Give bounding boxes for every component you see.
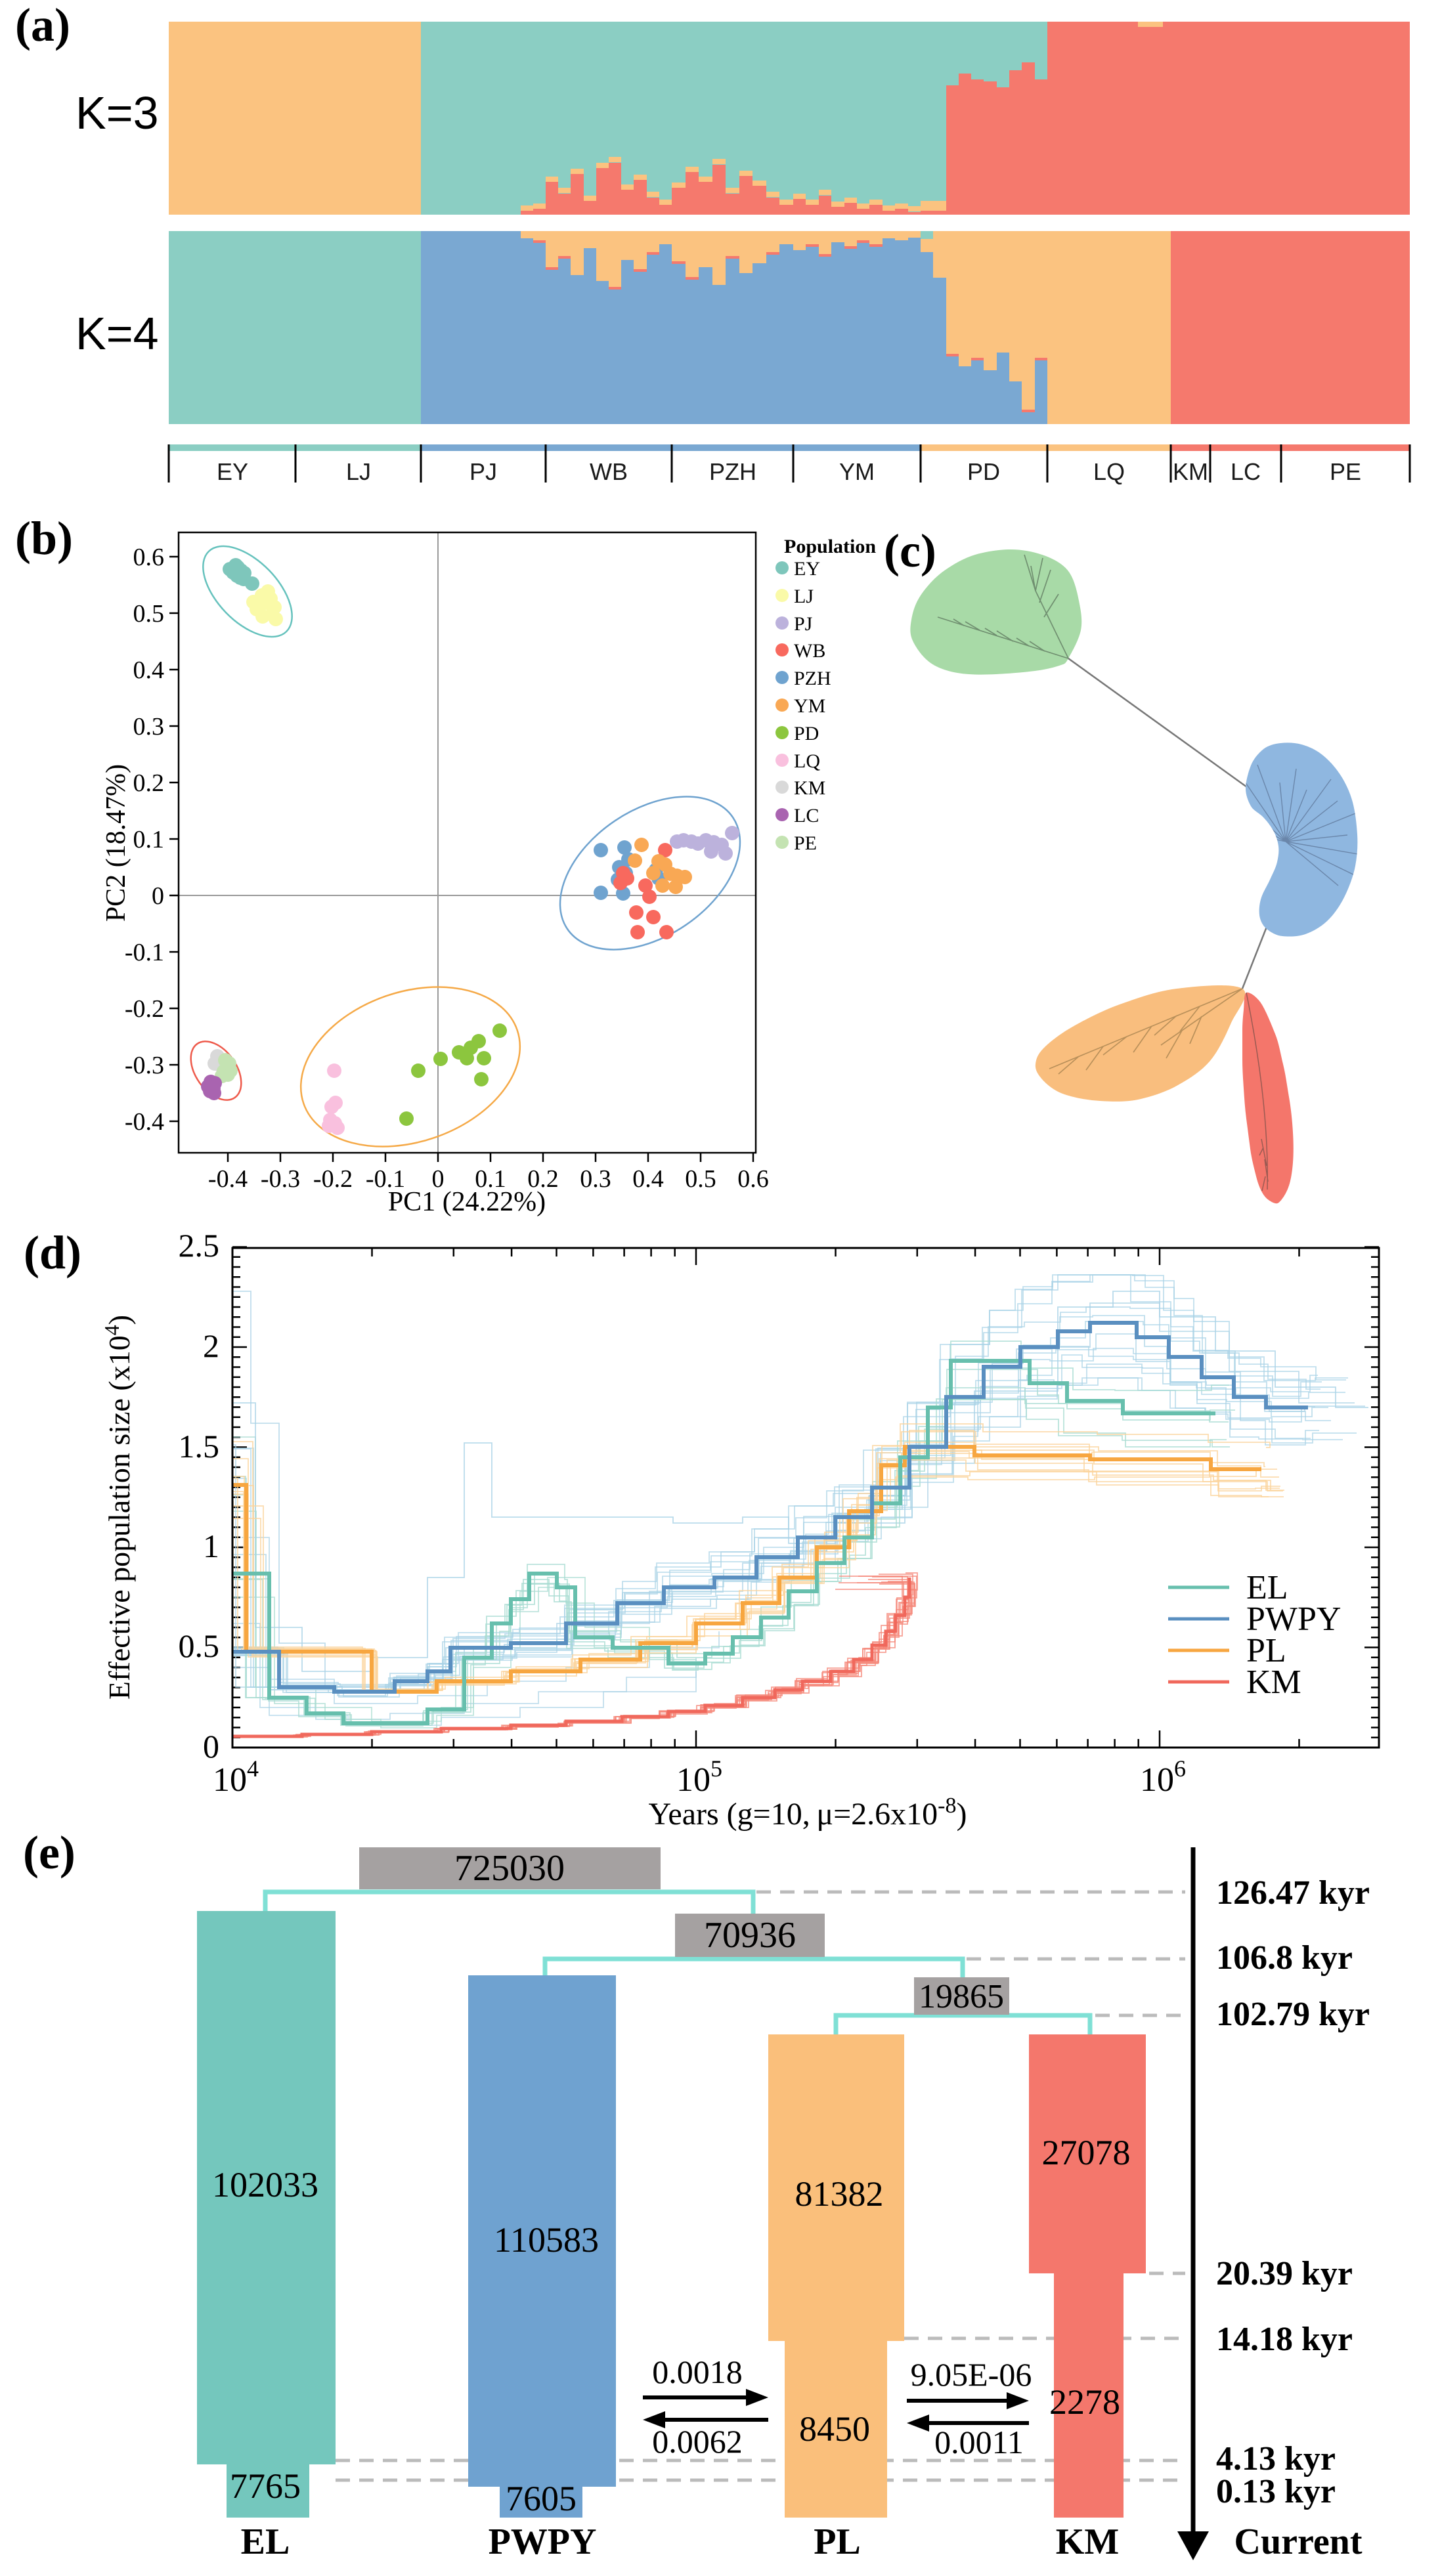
- svg-text:EY: EY: [217, 458, 248, 485]
- svg-text:0.5: 0.5: [179, 1627, 220, 1664]
- svg-text:2278: 2278: [1049, 2382, 1120, 2422]
- svg-text:PE: PE: [794, 832, 817, 854]
- svg-text:0.0062: 0.0062: [652, 2423, 743, 2460]
- svg-text:PC2 (18.47%): PC2 (18.47%): [101, 764, 131, 922]
- svg-text:KM: KM: [794, 777, 825, 799]
- svg-text:-0.3: -0.3: [261, 1165, 300, 1193]
- svg-text:14.18 kyr: 14.18 kyr: [1216, 2321, 1353, 2358]
- svg-text:-0.1: -0.1: [366, 1165, 405, 1193]
- svg-text:WB: WB: [590, 458, 628, 485]
- svg-text:8450: 8450: [799, 2409, 870, 2449]
- svg-text:YM: YM: [839, 458, 875, 485]
- svg-text:81382: 81382: [795, 2174, 884, 2214]
- svg-text:0.5: 0.5: [685, 1165, 716, 1193]
- svg-text:(c): (c): [884, 525, 936, 577]
- svg-text:19865: 19865: [919, 1978, 1004, 2015]
- svg-text:KM: KM: [1173, 458, 1208, 485]
- svg-text:102033: 102033: [212, 2165, 318, 2204]
- svg-text:2.5: 2.5: [179, 1227, 220, 1264]
- svg-text:106.8 kyr: 106.8 kyr: [1216, 1939, 1353, 1977]
- svg-text:LQ: LQ: [794, 750, 820, 772]
- svg-text:0.1: 0.1: [475, 1165, 506, 1193]
- svg-text:-0.4: -0.4: [208, 1165, 248, 1193]
- svg-text:27078: 27078: [1042, 2133, 1131, 2172]
- svg-text:0: 0: [432, 1165, 445, 1193]
- svg-text:Years (g=10, μ=2.6x10-8): Years (g=10, μ=2.6x10-8): [649, 1793, 967, 1832]
- svg-text:102.79 kyr: 102.79 kyr: [1216, 1996, 1370, 2033]
- svg-text:0.2: 0.2: [133, 769, 165, 797]
- svg-text:0: 0: [152, 882, 164, 910]
- svg-text:PL: PL: [814, 2522, 861, 2562]
- svg-text:0.13 kyr: 0.13 kyr: [1216, 2473, 1336, 2510]
- svg-text:(d): (d): [24, 1226, 81, 1279]
- svg-text:LC: LC: [1231, 458, 1261, 485]
- svg-text:Effective population size (x10: Effective population size (x104): [100, 1315, 136, 1700]
- svg-text:0.3: 0.3: [133, 713, 165, 741]
- svg-text:(b): (b): [15, 512, 73, 565]
- svg-text:-0.2: -0.2: [125, 995, 164, 1023]
- svg-text:-0.2: -0.2: [313, 1165, 353, 1193]
- svg-text:PD: PD: [967, 458, 1000, 485]
- svg-text:K=4: K=4: [76, 308, 159, 359]
- svg-text:KM: KM: [1246, 1664, 1301, 1701]
- svg-text:0.4: 0.4: [133, 656, 165, 684]
- svg-text:EY: EY: [794, 558, 820, 580]
- svg-text:(a): (a): [15, 0, 70, 51]
- svg-text:-0.4: -0.4: [125, 1108, 164, 1136]
- svg-text:LC: LC: [794, 805, 819, 826]
- svg-text:LQ: LQ: [1093, 458, 1125, 485]
- svg-text:7765: 7765: [230, 2466, 301, 2506]
- svg-text:Current: Current: [1234, 2522, 1363, 2562]
- svg-text:YM: YM: [794, 695, 825, 717]
- svg-text:0.0018: 0.0018: [652, 2353, 743, 2390]
- svg-text:7605: 7605: [506, 2479, 577, 2518]
- svg-text:4.13 kyr: 4.13 kyr: [1216, 2440, 1336, 2478]
- svg-text:PJ: PJ: [469, 458, 497, 485]
- svg-text:0.6: 0.6: [737, 1165, 769, 1193]
- svg-text:0.5: 0.5: [133, 600, 165, 628]
- svg-text:-0.3: -0.3: [125, 1052, 164, 1079]
- svg-text:PD: PD: [794, 723, 819, 744]
- svg-text:0.6: 0.6: [133, 544, 165, 571]
- svg-text:PC1 (24.22%): PC1 (24.22%): [388, 1187, 546, 1217]
- svg-text:-0.1: -0.1: [125, 939, 164, 966]
- svg-text:K=3: K=3: [76, 87, 159, 139]
- svg-text:(e): (e): [23, 1826, 76, 1879]
- svg-text:725030: 725030: [454, 1848, 565, 1889]
- svg-text:0.2: 0.2: [527, 1165, 559, 1193]
- svg-text:Population: Population: [784, 536, 876, 557]
- svg-text:KM: KM: [1056, 2522, 1119, 2562]
- svg-text:PJ: PJ: [794, 613, 813, 635]
- svg-text:PWPY: PWPY: [1246, 1600, 1341, 1638]
- svg-text:20.39 kyr: 20.39 kyr: [1216, 2255, 1353, 2292]
- svg-text:9.05E-06: 9.05E-06: [911, 2356, 1032, 2393]
- svg-text:EL: EL: [1246, 1569, 1288, 1606]
- svg-text:0.4: 0.4: [632, 1165, 664, 1193]
- svg-text:WB: WB: [794, 640, 825, 662]
- svg-text:0.1: 0.1: [133, 826, 165, 853]
- svg-text:70936: 70936: [704, 1915, 796, 1956]
- svg-text:110583: 110583: [494, 2220, 599, 2260]
- svg-text:EL: EL: [241, 2522, 290, 2562]
- svg-text:PE: PE: [1330, 458, 1361, 485]
- svg-text:1: 1: [203, 1528, 219, 1564]
- svg-text:LJ: LJ: [794, 586, 814, 607]
- svg-text:PZH: PZH: [794, 668, 831, 689]
- svg-text:2: 2: [203, 1327, 219, 1364]
- svg-text:0.3: 0.3: [580, 1165, 611, 1193]
- svg-text:PZH: PZH: [709, 458, 756, 485]
- svg-text:0.0011: 0.0011: [934, 2424, 1024, 2460]
- svg-text:LJ: LJ: [346, 458, 371, 485]
- svg-text:PWPY: PWPY: [489, 2522, 597, 2562]
- svg-text:1.5: 1.5: [179, 1428, 220, 1465]
- svg-text:126.47 kyr: 126.47 kyr: [1216, 1874, 1370, 1912]
- svg-text:PL: PL: [1246, 1632, 1286, 1669]
- svg-text:0: 0: [203, 1728, 219, 1765]
